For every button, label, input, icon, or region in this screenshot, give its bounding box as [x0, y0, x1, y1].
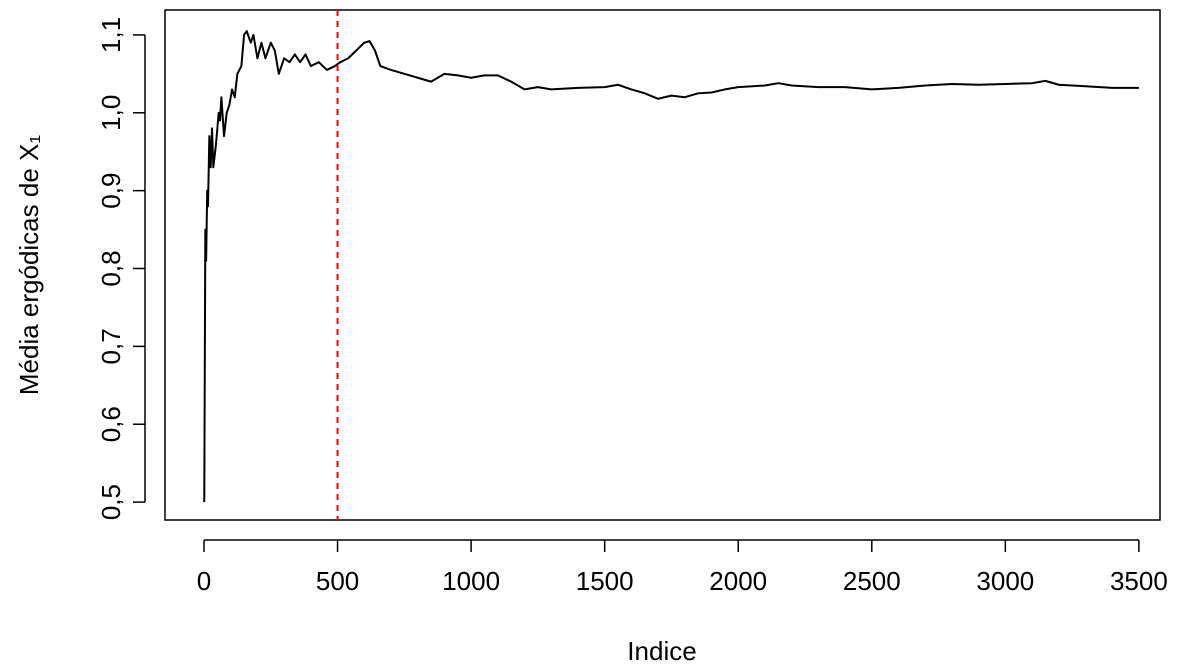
plot-box: [164, 9, 1161, 521]
x-tick-label: 3500: [1110, 566, 1168, 596]
x-tick-label: 3000: [976, 566, 1034, 596]
y-tick-label: 0,6: [96, 406, 126, 442]
x-tick-label: 1500: [576, 566, 634, 596]
data-line: [203, 30, 1139, 503]
x-tick-label: 2000: [709, 566, 767, 596]
y-tick-label: 1,1: [96, 17, 126, 53]
x-axis-label: Indice: [627, 636, 696, 666]
y-tick-label: 0,8: [96, 250, 126, 286]
x-tick-label: 500: [316, 566, 359, 596]
y-tick-label: 0,9: [96, 173, 126, 209]
y-tick-label: 1,0: [96, 95, 126, 131]
y-tick-label: 0,5: [96, 484, 126, 520]
x-tick-label: 2500: [843, 566, 901, 596]
y-axis-label: Média ergódicas de X₁: [14, 135, 44, 395]
x-tick-label: 1000: [442, 566, 500, 596]
y-tick-label: 0,7: [96, 328, 126, 364]
x-tick-label: 0: [197, 566, 211, 596]
